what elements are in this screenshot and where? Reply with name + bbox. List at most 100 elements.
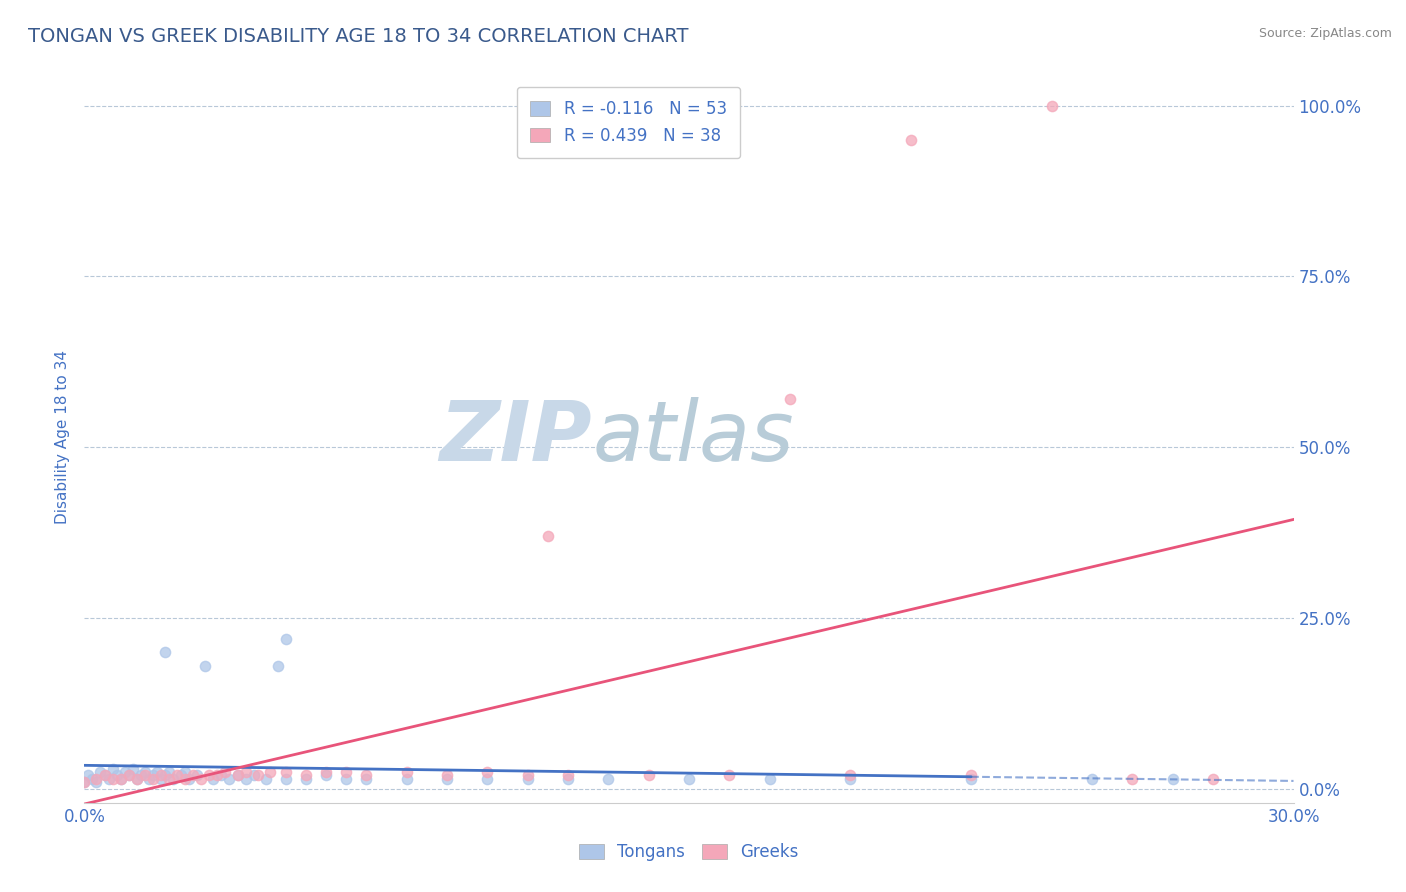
Point [537,529,560,543]
Point [194,659,217,673]
Point [1202,772,1225,786]
Point [315,768,337,782]
Point [274,765,297,780]
Text: Source: ZipAtlas.com: Source: ZipAtlas.com [1258,27,1392,40]
Point [134,768,156,782]
Point [157,772,180,786]
Point [110,772,132,786]
Point [1121,772,1143,786]
Point [436,772,458,786]
Point [157,765,180,780]
Point [142,768,165,782]
Text: TONGAN VS GREEK DISABILITY AGE 18 TO 34 CORRELATION CHART: TONGAN VS GREEK DISABILITY AGE 18 TO 34 … [28,27,689,45]
Point [110,772,132,786]
Point [142,772,165,786]
Point [190,772,212,786]
Point [758,772,780,786]
Point [73,775,96,789]
Point [356,768,378,782]
Text: ZIP: ZIP [440,397,592,477]
Point [242,768,264,782]
Point [82,772,104,786]
Point [436,768,458,782]
Point [162,772,184,786]
Point [335,772,357,786]
Point [186,768,208,782]
Point [839,772,862,786]
Point [209,768,232,782]
Point [246,768,269,782]
Point [274,632,297,646]
Point [93,768,115,782]
Point [77,768,100,782]
Text: atlas: atlas [592,397,794,477]
Point [214,765,236,780]
Point [678,772,700,786]
Point [97,772,120,786]
Point [146,765,169,780]
Point [179,772,201,786]
Point [129,768,152,782]
Point [839,768,862,782]
Point [637,768,659,782]
Point [138,772,160,786]
Point [779,392,801,407]
Point [395,765,418,780]
Point [149,772,172,786]
Point [174,772,197,786]
Point [718,768,741,782]
Point [557,772,579,786]
Point [295,768,318,782]
Point [259,765,281,780]
Point [235,772,257,786]
Point [166,768,188,782]
Point [73,775,96,789]
Point [125,772,148,786]
Point [960,772,983,786]
Point [395,772,418,786]
Point [1081,772,1104,786]
Point [335,765,357,780]
Point [114,765,136,780]
Point [254,772,277,786]
Point [181,768,204,782]
Point [960,768,983,782]
Point [101,772,124,786]
Point [557,768,579,782]
Point [86,775,108,789]
Point [86,772,108,786]
Point [118,768,141,782]
Point [274,772,297,786]
Point [89,765,111,780]
Point [153,768,176,782]
Point [295,772,318,786]
Y-axis label: Disability Age 18 to 34: Disability Age 18 to 34 [55,350,70,524]
Point [149,768,172,782]
Point [900,133,922,147]
Point [1040,98,1063,112]
Point [235,765,257,780]
Point [174,765,197,780]
Point [315,765,337,780]
Point [93,768,115,782]
Point [101,762,124,776]
Point [153,645,176,659]
Point [170,768,193,782]
Point [598,772,620,786]
Point [118,768,141,782]
Point [125,772,148,786]
Point [121,762,143,776]
Point [226,768,249,782]
Point [477,772,499,786]
Point [207,768,229,782]
Point [202,772,225,786]
Point [226,768,249,782]
Point [267,659,290,673]
Point [198,768,221,782]
Point [516,772,538,786]
Point [1161,772,1184,786]
Point [134,765,156,780]
Point [218,772,240,786]
Point [477,765,499,780]
Point [356,772,378,786]
